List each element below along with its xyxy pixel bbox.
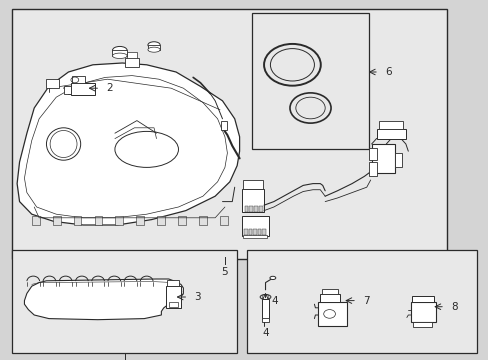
Polygon shape	[17, 63, 239, 225]
Text: 6: 6	[384, 67, 391, 77]
Bar	[94, 216, 102, 225]
Bar	[251, 13, 368, 149]
Text: 8: 8	[450, 302, 457, 312]
Bar	[168, 302, 178, 307]
Text: 4: 4	[262, 328, 268, 338]
Text: 5: 5	[221, 267, 228, 277]
Bar	[72, 76, 84, 83]
Ellipse shape	[147, 42, 160, 48]
Bar	[32, 216, 40, 225]
Bar	[157, 216, 165, 225]
Bar	[376, 129, 405, 139]
Bar	[242, 216, 268, 236]
Bar	[371, 144, 394, 173]
Bar	[257, 229, 261, 235]
Bar	[124, 58, 139, 67]
Bar	[259, 206, 262, 212]
Bar	[71, 83, 95, 95]
Bar	[127, 52, 137, 58]
Text: 4: 4	[271, 296, 278, 306]
Text: 3: 3	[194, 292, 201, 302]
Ellipse shape	[112, 53, 127, 58]
Bar	[320, 294, 339, 302]
Bar	[242, 189, 264, 212]
Polygon shape	[24, 279, 183, 320]
Bar	[368, 162, 376, 176]
Bar	[412, 322, 431, 327]
Bar	[199, 216, 206, 225]
Bar	[262, 318, 268, 322]
Bar	[378, 121, 403, 129]
Bar	[136, 216, 144, 225]
Bar	[246, 250, 476, 353]
Bar	[166, 286, 181, 308]
Bar	[248, 229, 252, 235]
Bar	[254, 206, 257, 212]
Bar	[220, 216, 227, 225]
Bar	[244, 229, 247, 235]
Bar	[221, 121, 226, 130]
Ellipse shape	[112, 46, 127, 54]
Ellipse shape	[147, 47, 160, 52]
Ellipse shape	[260, 294, 270, 300]
Bar	[261, 299, 269, 319]
Text: 7: 7	[362, 296, 369, 306]
Bar	[244, 206, 248, 212]
Bar	[53, 216, 61, 225]
Bar	[410, 302, 435, 322]
Bar	[317, 302, 346, 326]
Bar	[243, 235, 267, 238]
Bar	[249, 206, 252, 212]
Bar	[74, 216, 81, 225]
Bar	[12, 9, 447, 259]
Bar	[262, 229, 265, 235]
Bar	[115, 216, 123, 225]
Bar	[147, 45, 160, 50]
Bar	[394, 153, 402, 167]
Bar	[46, 79, 59, 88]
Bar	[178, 216, 185, 225]
Bar	[253, 229, 256, 235]
Bar	[112, 50, 127, 56]
Bar	[243, 180, 262, 189]
Text: 2: 2	[106, 83, 113, 93]
Bar	[63, 86, 71, 94]
Bar	[12, 250, 237, 353]
Bar	[167, 280, 179, 286]
Ellipse shape	[269, 276, 275, 279]
Bar	[368, 148, 376, 160]
Bar	[321, 289, 338, 294]
Bar	[411, 296, 433, 302]
